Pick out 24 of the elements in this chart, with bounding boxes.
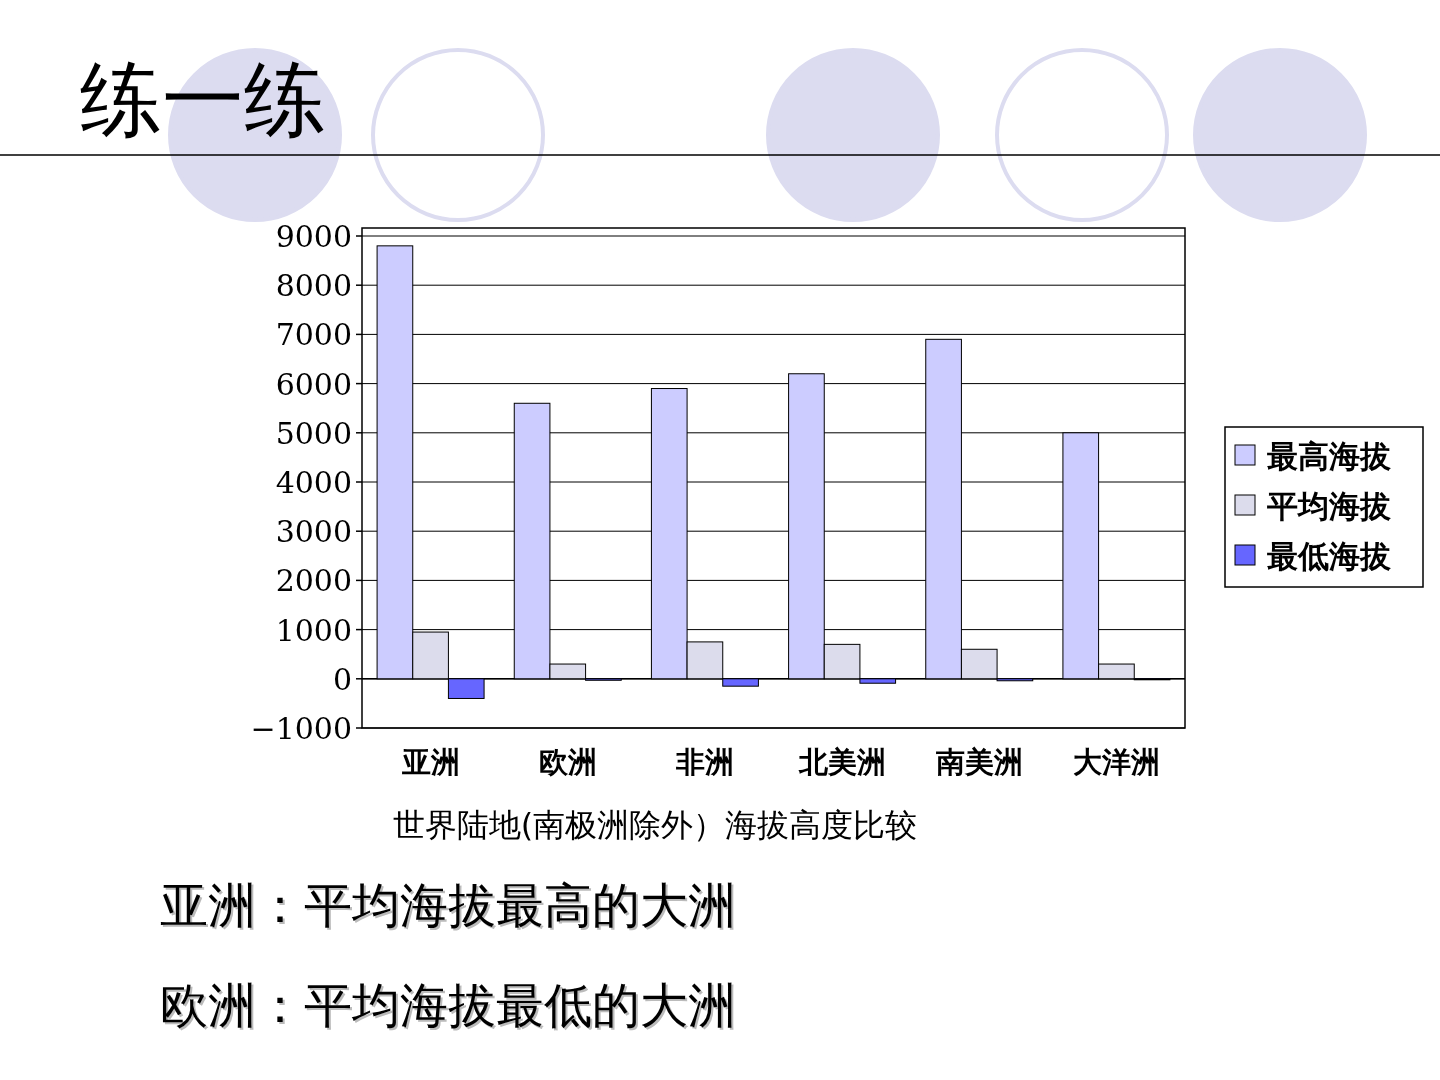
legend-label: 最高海拔: [1267, 438, 1391, 474]
y-tick-label: 9000: [275, 219, 352, 254]
y-tick-label: 3000: [275, 514, 352, 550]
x-tick-label: 南美洲: [934, 745, 1023, 779]
x-tick-label: 欧洲: [538, 745, 597, 779]
x-tick-label: 非洲: [674, 745, 734, 779]
x-tick-label: 北美洲: [797, 745, 886, 779]
y-tick-label: 5000: [275, 415, 352, 451]
y-tick-label: 2000: [275, 563, 352, 599]
y-tick-label: 4000: [275, 465, 352, 500]
y-tick-label: 6000: [275, 366, 352, 402]
legend-label: 最低海拔: [1267, 538, 1391, 574]
x-tick-label: 大洋洲: [1072, 745, 1160, 779]
y-tick-label: 1000: [275, 612, 352, 648]
y-tick-label: 0: [332, 661, 352, 697]
x-tick-label: 亚洲: [400, 745, 460, 779]
y-tick-label: −1000: [250, 711, 352, 746]
x-axis-title: 世界陆地(南极洲除外）海拔高度比较: [392, 806, 918, 844]
text: 亚洲：平均海拔最高的大洲: [160, 877, 736, 933]
legend-label: 平均海拔: [1266, 488, 1391, 524]
chart-title: 练一练: [80, 52, 326, 147]
y-tick-label: 7000: [275, 317, 352, 353]
text: 欧洲：平均海拔最低的大洲: [160, 977, 736, 1033]
y-tick-label: 8000: [275, 268, 352, 304]
